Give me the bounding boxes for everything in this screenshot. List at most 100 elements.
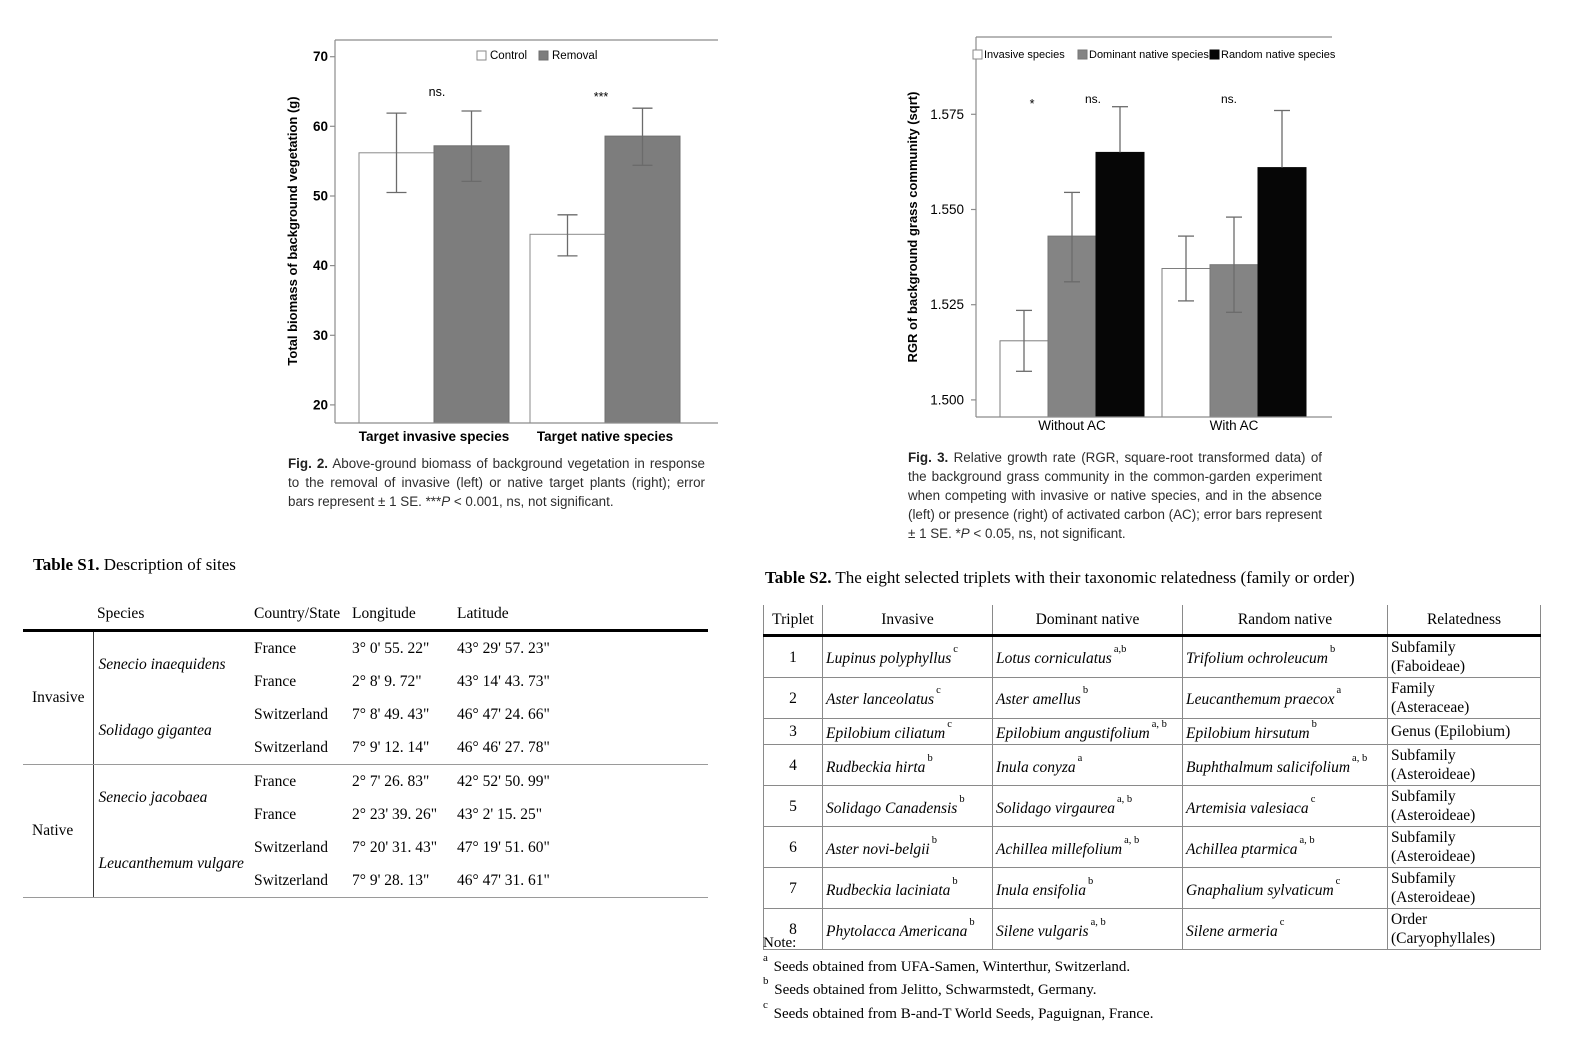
- tableS2-invasive: Rudbeckia laciniatab: [822, 867, 993, 910]
- tableS2: Triplet Invasive Dominant native Random nat…: [763, 605, 1541, 951]
- tableS1-longitude: 7° 20' 31. 43": [352, 838, 438, 856]
- tableS2-dominant-native: Achillea millefoliuma, b: [992, 826, 1183, 869]
- y-tick-label: 60: [313, 119, 328, 134]
- tableS2-relatedness: Subfamily (Asteroideae): [1387, 826, 1541, 869]
- tableS2-invasive: Aster novi-belgiib: [822, 826, 993, 869]
- tableS2-title: Table S2. The eight selected triplets wi…: [765, 568, 1355, 588]
- tableS2-random-native: Artemisia valesiacac: [1182, 785, 1388, 828]
- bar: [1095, 151, 1145, 418]
- significance-annotation: ns.: [1221, 92, 1237, 106]
- legend-swatch: [538, 50, 549, 61]
- tableS2-triplet: 7: [763, 867, 823, 910]
- tableS2-random-native: Gnaphalium sylvaticumc: [1182, 867, 1388, 910]
- tableS1-longitude: 7° 9' 28. 13": [348, 864, 453, 898]
- tableS1-longitude: 2° 7' 26. 83": [352, 772, 430, 790]
- tableS2-header: Dominant native: [992, 605, 1183, 637]
- legend-swatch: [972, 49, 983, 60]
- tableS2-dominant-native: Aster amellusb: [992, 677, 1183, 719]
- tableS2-invasive: Phytolacca Americanab: [822, 908, 993, 951]
- tableS2-triplet: 2: [763, 677, 823, 719]
- legend-label: Invasive species: [984, 49, 1065, 61]
- tableS2-invasive: Epilobium ciliatumc: [822, 717, 993, 746]
- legend-label: Removal: [552, 50, 597, 62]
- tableS1-header: Country/State: [250, 599, 348, 632]
- y-tick-label: 1.500: [930, 392, 964, 407]
- y-axis-title: Total biomass of background vegetation (…: [285, 96, 300, 365]
- tableS1-country: France: [254, 805, 297, 823]
- tableS1-latitude: 47° 19' 51. 60": [457, 838, 550, 856]
- legend-label: Control: [490, 50, 527, 62]
- fig3-caption: Fig. 3. Relative growth rate (RGR, squar…: [908, 448, 1322, 543]
- tableS1-title-text: Description of sites: [99, 555, 236, 574]
- bar: [433, 145, 510, 424]
- tableS2-relatedness: Subfamily (Asteroideae): [1387, 744, 1541, 787]
- tableS2-title-label: Table S2.: [765, 568, 832, 587]
- tableS1-species: Senecio jacobaea: [98, 789, 208, 806]
- tableS1-header: Longitude: [348, 599, 453, 632]
- legend-swatch: [1209, 49, 1220, 60]
- fig2-caption-tail: < 0.001, ns, not significant.: [450, 494, 614, 509]
- tableS1-title-label: Table S1.: [33, 555, 100, 574]
- y-tick-label: 1.575: [930, 107, 964, 122]
- note-label: Note:: [763, 935, 797, 951]
- tableS2-invasive: Aster lanceolatusc: [822, 677, 993, 719]
- tableS2-header: Invasive: [822, 605, 993, 637]
- tableS1-group-label: Invasive: [23, 630, 94, 765]
- legend-swatch: [476, 50, 487, 61]
- tableS2-triplet: 3: [763, 717, 823, 746]
- tableS2-header: Random native: [1182, 605, 1388, 637]
- y-axis-title: RGR of background grass community (sqrt): [905, 92, 920, 363]
- fig3-chart: 1.500 1.525 1.550 1.575 Without AC With AC RGR…: [905, 36, 1336, 433]
- tableS2-random-native: Achillea ptarmicaa, b: [1182, 826, 1388, 869]
- tableS1-country: Switzerland: [254, 705, 329, 723]
- tableS2-random-native: Epilobium hirsutumb: [1182, 717, 1388, 746]
- fig2-caption: Fig. 2. Above-ground biomass of backgrou…: [288, 454, 705, 511]
- tableS1-longitude: 7° 8' 49. 43": [352, 705, 430, 723]
- tableS1-longitude: 3° 0' 55. 22": [352, 639, 430, 657]
- tableS2-triplet: 1: [763, 635, 823, 678]
- bar: [604, 135, 681, 424]
- tableS1-longitude: 2° 8' 9. 72": [352, 672, 422, 690]
- y-tick-label: 70: [313, 49, 328, 64]
- tableS2-relatedness: Family (Asteraceae): [1387, 677, 1541, 719]
- bar: [358, 152, 435, 424]
- tableS1-latitude: 46° 47' 24. 66": [457, 705, 550, 723]
- fig3-caption-tail: < 0.05, ns, not significant.: [969, 526, 1126, 541]
- tableS2-random-native: Leucanthemum praecoxa: [1182, 677, 1388, 719]
- tableS1-title: Table S1. Description of sites: [33, 555, 236, 575]
- tableS2-random-native: Trifolium ochroleucumb: [1182, 635, 1388, 678]
- tableS1-group-label: Native: [23, 764, 94, 898]
- fig2-caption-p: P: [441, 494, 451, 509]
- tableS1-country: Switzerland: [250, 864, 348, 898]
- tableS2-note: Note: a Seeds obtained from UFA-Samen, W…: [763, 934, 1153, 1023]
- tableS1-country: Switzerland: [254, 838, 329, 856]
- legend-label: Dominant native species: [1089, 49, 1209, 61]
- tableS2-invasive: Solidago Canadensisb: [822, 785, 993, 828]
- tableS1-species: Leucanthemum vulgare: [93, 831, 250, 898]
- tableS2-invasive: Rudbeckia hirtab: [822, 744, 993, 787]
- tableS1-longitude: 2° 23' 39. 26": [352, 805, 438, 823]
- tableS2-header: Triplet: [763, 605, 823, 637]
- tableS1-species: Solidago gigantea: [93, 698, 250, 765]
- significance-annotation: ***: [594, 90, 609, 104]
- note-items: a Seeds obtained from UFA-Samen, Wintert…: [763, 951, 1153, 1024]
- tableS2-invasive: Lupinus polyphyllusc: [822, 635, 993, 678]
- tableS2-dominant-native: Inula conyzaa: [992, 744, 1183, 787]
- note-item: a Seeds obtained from UFA-Samen, Wintert…: [763, 951, 1131, 975]
- tableS2-dominant-native: Solidago virgaureaa, b: [992, 785, 1183, 828]
- tableS1: Species Country/State Longitude Latitude Inv…: [23, 599, 708, 898]
- tableS1-latitude: 43° 14' 43. 73": [457, 672, 550, 690]
- legend-label: Random native species: [1221, 49, 1336, 61]
- significance-annotation: ns.: [429, 85, 446, 99]
- fig2-caption-label: Fig. 2.: [288, 456, 329, 471]
- category-label: Target native species: [537, 429, 673, 444]
- category-label: Without AC: [1038, 418, 1106, 433]
- tableS1-latitude: 46° 46' 27. 78": [453, 731, 708, 765]
- fig2-chart: 20 30 40 50 60 70 Target invasive species Targe…: [285, 39, 718, 444]
- tableS1-latitude: 42° 52' 50. 99": [457, 772, 550, 790]
- tableS2-dominant-native: Epilobium angustifoliuma, b: [992, 717, 1183, 746]
- tableS1-country: France: [254, 772, 297, 790]
- tableS1-latitude: 46° 47' 31. 61": [453, 864, 708, 898]
- bar: [529, 233, 606, 424]
